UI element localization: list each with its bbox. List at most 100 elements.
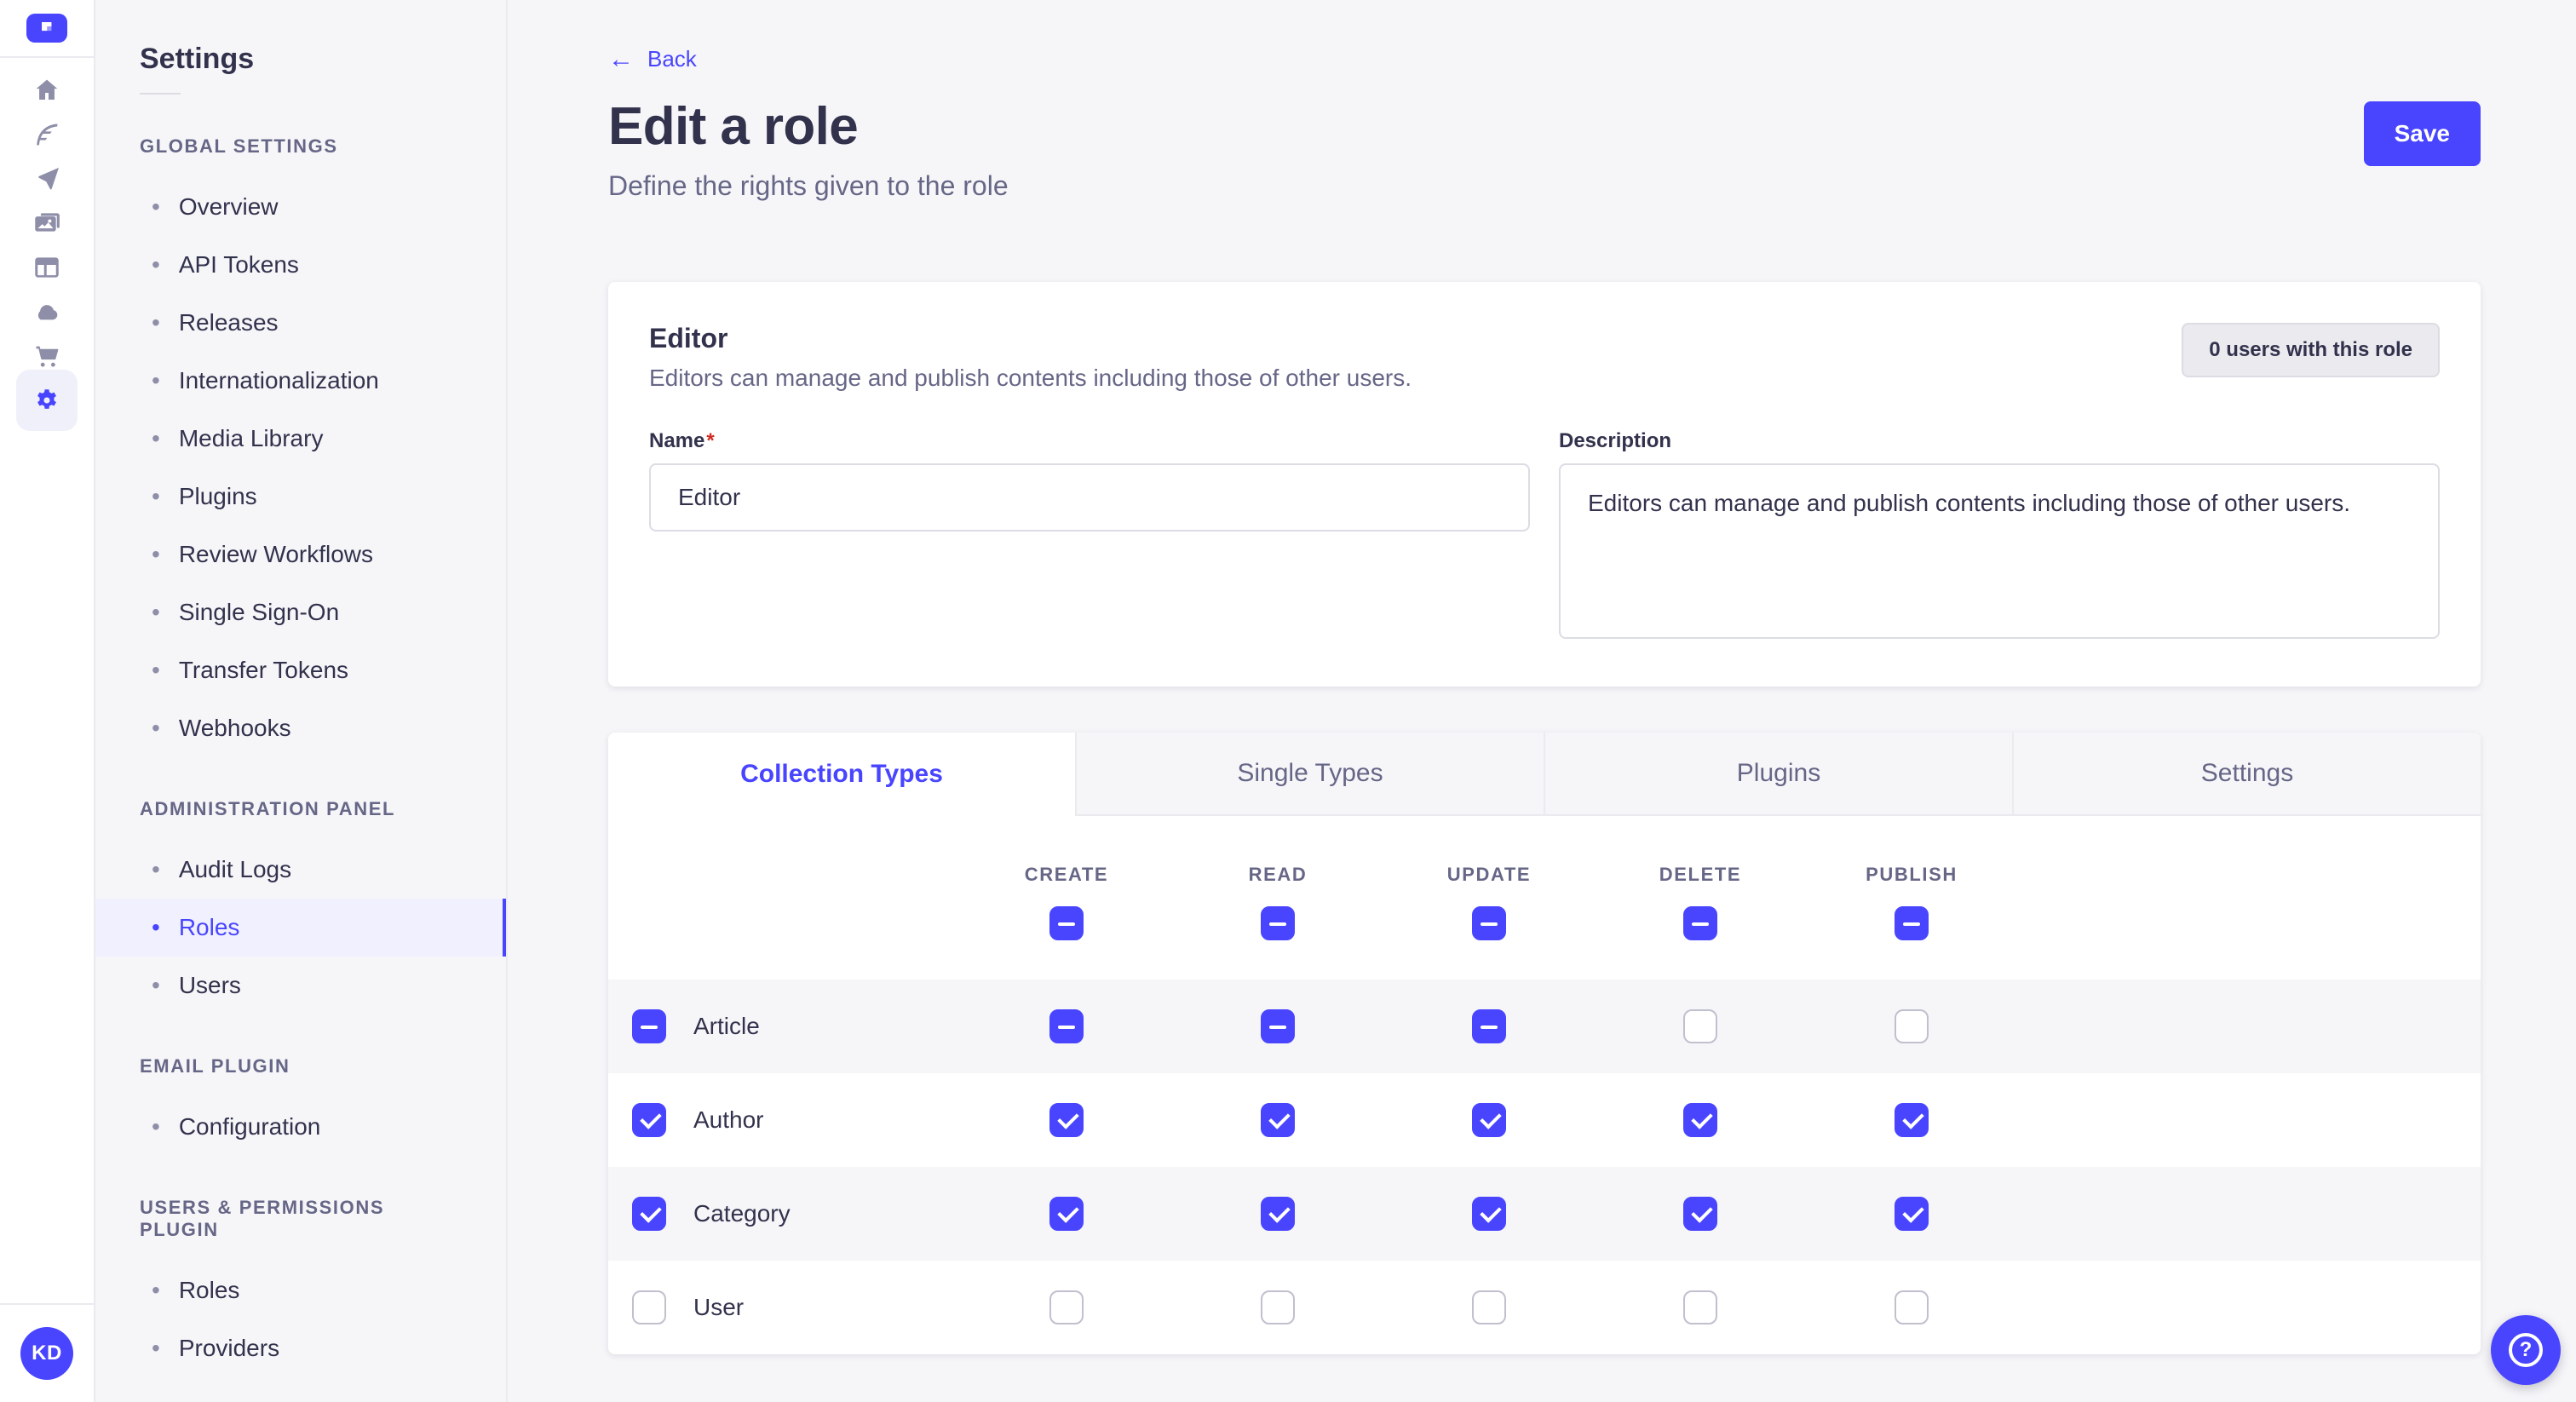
column-header-create: CREATE — [961, 816, 1172, 980]
checkbox-user-update[interactable] — [1472, 1290, 1506, 1324]
role-details-card: Editor Editors can manage and publish co… — [608, 281, 2481, 687]
sidebar-item-releases[interactable]: Releases — [95, 294, 506, 352]
permission-cell — [1595, 1102, 1806, 1137]
checkbox-user-read[interactable] — [1261, 1290, 1295, 1324]
checkbox-user-create[interactable] — [1049, 1290, 1084, 1324]
permission-cell — [1383, 1102, 1595, 1137]
required-asterisk: * — [706, 428, 715, 452]
checkbox-select-all-read[interactable] — [1261, 905, 1295, 940]
sidebar-item-roles[interactable]: Roles — [95, 899, 506, 957]
column-header-delete: DELETE — [1595, 816, 1806, 980]
checkbox-row-article[interactable] — [632, 1008, 666, 1043]
subnav-section-label: GLOBAL SETTINGS — [140, 135, 338, 157]
checkbox-author-delete[interactable] — [1683, 1102, 1717, 1137]
name-input[interactable] — [649, 463, 1530, 531]
send-icon[interactable] — [16, 157, 78, 201]
checkbox-category-update[interactable] — [1472, 1196, 1506, 1231]
row-label-cell: User — [608, 1290, 961, 1324]
column-label: PUBLISH — [1866, 863, 1958, 885]
column-header-update: UPDATE — [1383, 816, 1595, 980]
permission-cell — [1172, 1196, 1383, 1231]
column-label: DELETE — [1659, 863, 1742, 885]
checkbox-author-update[interactable] — [1472, 1102, 1506, 1137]
content-manager-icon[interactable] — [16, 112, 78, 157]
permission-cell — [1172, 1290, 1383, 1324]
sidebar-item-audit-logs[interactable]: Audit Logs — [95, 841, 506, 899]
checkbox-article-publish[interactable] — [1895, 1008, 1929, 1043]
permission-cell — [1383, 1008, 1595, 1043]
checkbox-select-all-publish[interactable] — [1895, 905, 1929, 940]
checkbox-select-all-create[interactable] — [1049, 905, 1084, 940]
sidebar-item-transfer-tokens[interactable]: Transfer Tokens — [95, 641, 506, 699]
checkbox-row-category[interactable] — [632, 1196, 666, 1231]
avatar[interactable]: KD — [20, 1327, 73, 1380]
settings-subnav: Settings GLOBAL SETTINGS OverviewAPI Toke… — [95, 0, 508, 1402]
sidebar-item-webhooks[interactable]: Webhooks — [95, 699, 506, 757]
permission-cell — [1172, 1102, 1383, 1137]
home-icon[interactable] — [16, 68, 78, 112]
back-link[interactable]: ← Back — [608, 46, 697, 72]
checkbox-category-publish[interactable] — [1895, 1196, 1929, 1231]
permission-cell — [1806, 1008, 2017, 1043]
checkbox-category-delete[interactable] — [1683, 1196, 1717, 1231]
tab-settings[interactable]: Settings — [2012, 732, 2481, 816]
users-with-role-badge[interactable]: 0 users with this role — [2182, 322, 2440, 377]
sidebar-item-configuration[interactable]: Configuration — [95, 1098, 506, 1156]
sidebar-item-review-workflows[interactable]: Review Workflows — [95, 526, 506, 583]
title-row: Edit a role Define the rights given to t… — [608, 96, 2481, 202]
checkbox-user-publish[interactable] — [1895, 1290, 1929, 1324]
media-library-icon[interactable] — [16, 201, 78, 245]
tab-plugins[interactable]: Plugins — [1544, 732, 2012, 816]
strapi-logo-icon[interactable] — [26, 14, 67, 43]
checkbox-article-read[interactable] — [1261, 1008, 1295, 1043]
main-content: ← Back Edit a role Define the rights giv… — [508, 0, 2576, 1402]
checkbox-category-create[interactable] — [1049, 1196, 1084, 1231]
checkbox-author-publish[interactable] — [1895, 1102, 1929, 1137]
tab-single-types[interactable]: Single Types — [1075, 732, 1544, 816]
row-label-cell: Category — [608, 1196, 961, 1231]
main-nav-rail: KD — [0, 0, 95, 1402]
checkbox-row-user[interactable] — [632, 1290, 666, 1324]
permission-cell — [1172, 1008, 1383, 1043]
header-spacer-cell — [608, 816, 961, 980]
permission-cell — [1595, 1008, 1806, 1043]
sidebar-item-providers[interactable]: Providers — [95, 1319, 506, 1377]
question-mark-icon: ? — [2509, 1333, 2543, 1367]
checkbox-author-read[interactable] — [1261, 1102, 1295, 1137]
sidebar-item-users[interactable]: Users — [95, 957, 506, 1014]
checkbox-row-author[interactable] — [632, 1102, 666, 1137]
row-label-cell: Author — [608, 1102, 961, 1137]
marketplace-icon[interactable] — [16, 334, 78, 378]
save-button[interactable]: Save — [2363, 101, 2481, 166]
settings-icon[interactable] — [16, 370, 78, 431]
sidebar-item-media-library[interactable]: Media Library — [95, 410, 506, 468]
row-label-cell: Article — [608, 1008, 961, 1043]
checkbox-select-all-delete[interactable] — [1683, 905, 1717, 940]
sidebar-item-plugins[interactable]: Plugins — [95, 468, 506, 526]
sidebar-item-internationalization[interactable]: Internationalization — [95, 352, 506, 410]
description-textarea[interactable]: Editors can manage and publish contents … — [1559, 463, 2440, 639]
sidebar-item-api-tokens[interactable]: API Tokens — [95, 236, 506, 294]
cloud-icon[interactable] — [16, 290, 78, 334]
tab-collection-types[interactable]: Collection Types — [608, 732, 1075, 816]
checkbox-article-update[interactable] — [1472, 1008, 1506, 1043]
permission-cell — [1806, 1102, 2017, 1137]
permission-cell — [961, 1290, 1172, 1324]
permission-cell — [1595, 1196, 1806, 1231]
checkbox-article-delete[interactable] — [1683, 1008, 1717, 1043]
role-name: Editor — [649, 322, 728, 353]
checkbox-user-delete[interactable] — [1683, 1290, 1717, 1324]
sidebar-item-single-sign-on[interactable]: Single Sign-On — [95, 583, 506, 641]
checkbox-article-create[interactable] — [1049, 1008, 1084, 1043]
sidebar-item-overview[interactable]: Overview — [95, 178, 506, 236]
checkbox-select-all-update[interactable] — [1472, 905, 1506, 940]
permission-cell — [1383, 1196, 1595, 1231]
description-label: Description — [1559, 428, 1672, 452]
subnav-section-label: ADMINISTRATION PANEL — [140, 798, 396, 819]
help-button[interactable]: ? — [2491, 1315, 2561, 1385]
checkbox-author-create[interactable] — [1049, 1102, 1084, 1137]
sidebar-item-roles[interactable]: Roles — [95, 1261, 506, 1319]
content-type-builder-icon[interactable] — [16, 245, 78, 290]
checkbox-category-read[interactable] — [1261, 1196, 1295, 1231]
role-description-text: Editors can manage and publish contents … — [649, 364, 1412, 391]
